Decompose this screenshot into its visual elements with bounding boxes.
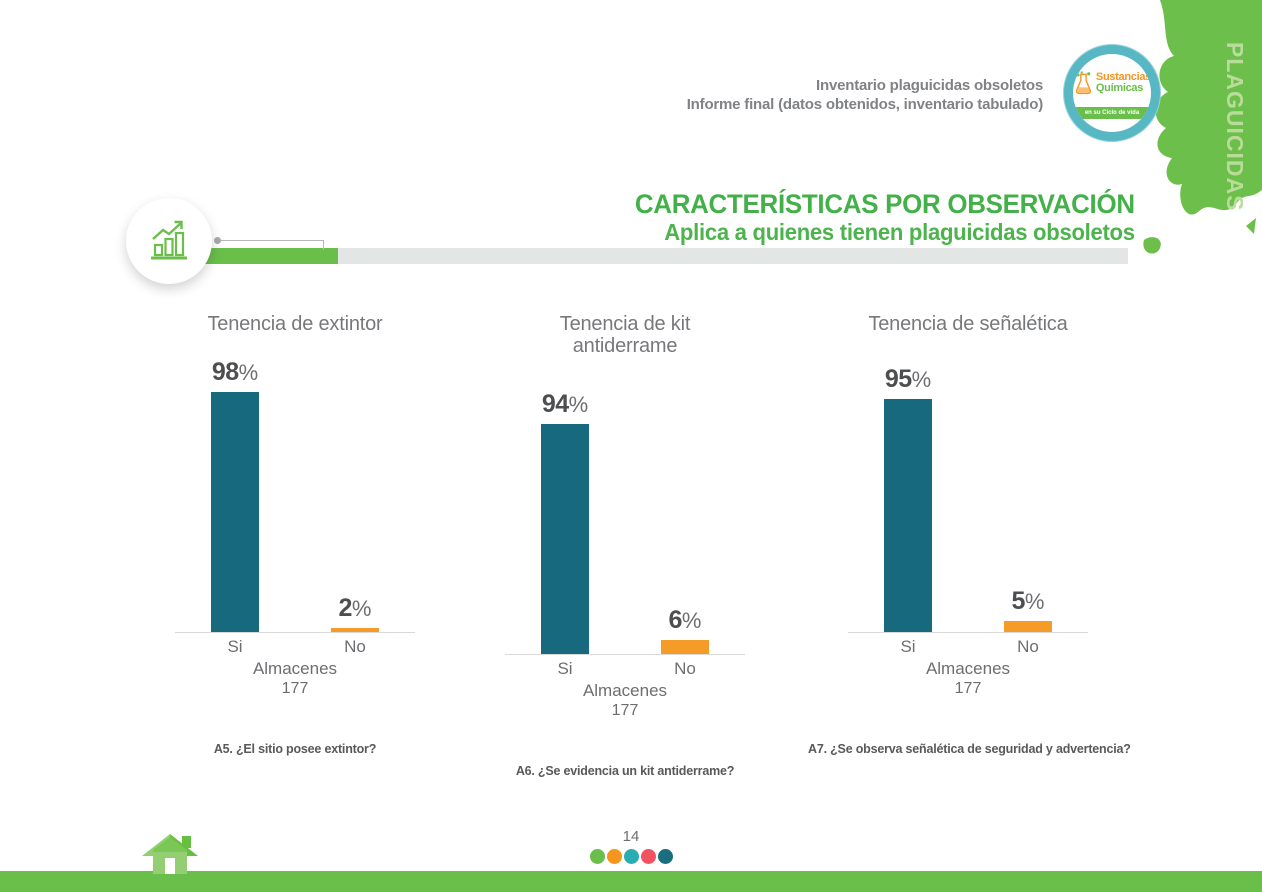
bar-value-label: 6%: [668, 606, 702, 634]
dot-cyan: [623, 849, 639, 864]
bar-group-no: 5%: [1004, 587, 1052, 633]
sample-group-value: 177: [281, 680, 309, 697]
bar-no: [331, 628, 379, 633]
bar-group-si: 95%: [884, 365, 932, 633]
bar-no: [661, 640, 709, 655]
chart-plot: 98% 2%: [175, 343, 415, 633]
x-axis-line: [175, 632, 415, 633]
x-axis-labels: Si No: [175, 637, 415, 657]
sample-group-label: Almacenes: [252, 659, 338, 678]
chart-caption: A5. ¿El sitio posee extintor?: [213, 742, 377, 756]
x-axis-line: [848, 632, 1088, 633]
report-header-line1: Inventario plaguicidas obsoletos: [816, 77, 1043, 94]
dot-green: [589, 849, 605, 864]
chart-title: Tenencia de señalética: [868, 313, 1068, 335]
chart-tenencia-senaletica: Tenencia de señalética 95% 5% Si No Alma…: [808, 313, 1131, 756]
bar-value-label: 94%: [541, 390, 589, 418]
bar-si: [884, 399, 932, 633]
x-label-no: No: [1017, 637, 1039, 656]
logo-banner-text: en su Ciclo de vida: [1073, 107, 1151, 119]
chart-tenencia-extintor: Tenencia de extintor 98% 2% Si No Almace…: [175, 313, 415, 756]
section-title: CARACTERÍSTICAS POR OBSERVACIÓN: [635, 189, 1135, 219]
report-header: Inventario plaguicidas obsoletos Informe…: [687, 76, 1043, 114]
connector-dot: [214, 237, 221, 244]
bar-si: [211, 392, 259, 633]
brush-stroke-shape: [1143, 0, 1262, 254]
page-indicator-dots: [0, 849, 1262, 864]
chart-caption: A7. ¿Se observa señalética de seguridad …: [808, 742, 1131, 756]
x-axis-line: [505, 654, 745, 655]
bar-value-label: 98%: [211, 358, 259, 386]
bar-group-si: 98%: [211, 358, 259, 633]
sample-group-label: Almacenes: [582, 681, 668, 700]
home-icon[interactable]: [138, 832, 202, 874]
x-label-si: Si: [557, 659, 573, 678]
connector-line: [221, 240, 324, 250]
sidebar-vertical-label: PLAGUICIDAS: [1222, 42, 1248, 212]
bar-group-no: 6%: [661, 606, 709, 655]
x-label-no: No: [674, 659, 696, 678]
program-logo-badge: Sustancias Químicas en su Ciclo de vida: [1063, 44, 1161, 142]
section-subtitle: Aplica a quienes tienen plaguicidas obso…: [664, 219, 1136, 245]
sample-group-value: 177: [954, 680, 982, 697]
bar-value-label: 95%: [884, 365, 932, 393]
bar-value-label: 2%: [338, 594, 372, 622]
logo-title-line1: Sustancias: [1095, 71, 1151, 83]
x-label-si: Si: [900, 637, 916, 656]
bar-si: [541, 424, 589, 655]
bottom-green-bar: [0, 871, 1262, 892]
section-progress-track: [190, 248, 1128, 264]
x-label-si: Si: [227, 637, 243, 656]
section-progress-fill: [190, 248, 338, 264]
x-axis-labels: Si No: [848, 637, 1088, 657]
chart-tenencia-kit-antiderrame: Tenencia de kit antiderrame 94% 6% Si No…: [505, 313, 745, 778]
chart-plot: 94% 6%: [505, 365, 745, 655]
program-logo-inner: Sustancias Químicas en su Ciclo de vida: [1073, 54, 1151, 132]
bar-chart-growth-icon: [151, 220, 187, 260]
flask-icon: [1075, 71, 1092, 95]
chart-caption: A6. ¿Se evidencia un kit antiderrame?: [515, 764, 735, 778]
splash-graphic: PLAGUICIDAS: [1130, 0, 1262, 280]
section-icon-circle: [126, 198, 212, 284]
page-number: 14: [622, 828, 640, 845]
sample-group-value: 177: [611, 702, 639, 719]
chart-title: Tenencia de extintor: [207, 313, 383, 335]
chart-plot: 95% 5%: [848, 343, 1088, 633]
bar-value-label: 5%: [1011, 587, 1045, 615]
x-label-no: No: [344, 637, 366, 656]
bar-group-si: 94%: [541, 390, 589, 655]
sample-group-label: Almacenes: [925, 659, 1011, 678]
logo-title-line2: Químicas: [1095, 82, 1144, 94]
report-header-line2: Informe final (datos obtenidos, inventar…: [686, 96, 1043, 113]
dot-darkteal: [657, 849, 673, 864]
dot-red: [640, 849, 656, 864]
bar-group-no: 2%: [331, 594, 379, 633]
dot-orange: [606, 849, 622, 864]
bar-no: [1004, 621, 1052, 633]
x-axis-labels: Si No: [505, 659, 745, 679]
chart-title: Tenencia de kit antiderrame: [559, 313, 691, 357]
charts-row: Tenencia de extintor 98% 2% Si No Almace…: [0, 313, 1262, 783]
